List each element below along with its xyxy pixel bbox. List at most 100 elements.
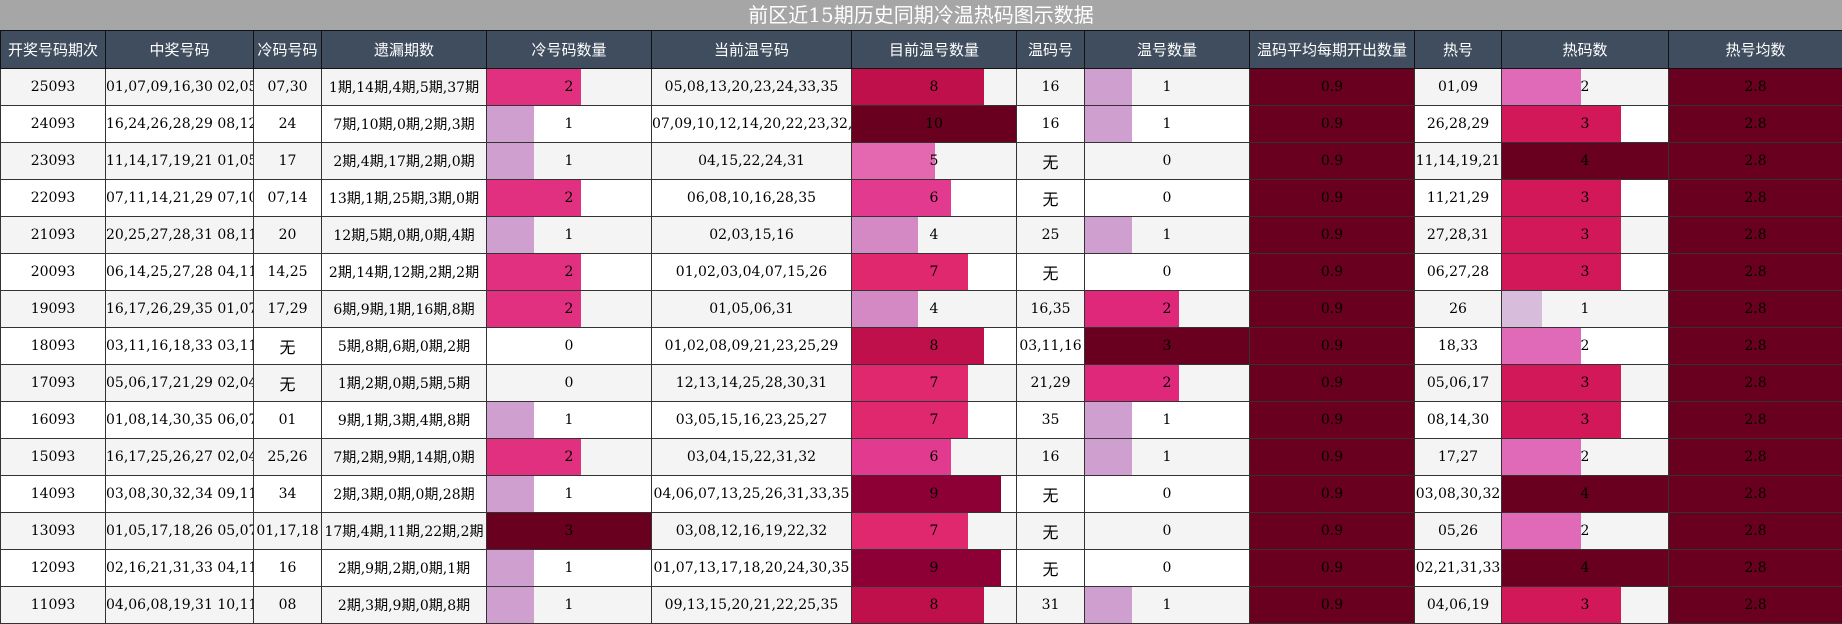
- cell-value: 10: [925, 116, 943, 132]
- cell-value: 2: [1163, 375, 1172, 391]
- cell-period: 13093: [1, 513, 106, 550]
- cell-warm-avg: 0.9: [1250, 328, 1415, 365]
- cell-value: 21,29: [1030, 375, 1070, 391]
- cell-hot-avg: 2.8: [1669, 402, 1842, 439]
- cell-value: 07,14: [267, 190, 307, 206]
- cell-warm-codes: 31: [1017, 587, 1085, 624]
- cell-hot-numbers: 26: [1415, 291, 1502, 328]
- cell-winning-numbers: 16,17,26,29,35 01,07: [106, 291, 254, 328]
- value-bar: [1085, 402, 1132, 438]
- cell-value: 11,14,19,21: [1416, 153, 1501, 169]
- cell-value: 4: [930, 227, 939, 243]
- cell-hot-avg: 2.8: [1669, 550, 1842, 587]
- cell-value: 1: [565, 560, 574, 576]
- cell-period: 12093: [1, 550, 106, 587]
- cell-value: 16: [1042, 116, 1060, 132]
- cell-value: 12期,5期,0期,0期,4期: [333, 228, 474, 244]
- cell-value: 2.8: [1744, 449, 1766, 465]
- cell-value: 4: [1581, 486, 1590, 502]
- cell-hot-count: 4: [1502, 143, 1669, 180]
- cell-period: 21093: [1, 217, 106, 254]
- cell-value: 1期,2期,0期,5期,5期: [338, 376, 470, 392]
- cell-value: 05,26: [1438, 523, 1478, 539]
- cell-cold-numbers: 07,14: [254, 180, 322, 217]
- cell-warm-now-count: 8: [852, 328, 1017, 365]
- cell-value: 无: [1042, 264, 1058, 283]
- cell-value: 8: [930, 597, 939, 613]
- cell-hot-avg: 2.8: [1669, 365, 1842, 402]
- value-bar: [1085, 217, 1132, 253]
- cell-miss-periods: 7期,2期,9期,14期,0期: [322, 439, 487, 476]
- cell-miss-periods: 17期,4期,11期,22期,2期: [322, 513, 487, 550]
- cell-value: 0.9: [1321, 597, 1343, 613]
- cell-value: 02,03,15,16: [709, 227, 794, 243]
- cell-value: 11,14,17,19,21 01,05: [106, 153, 254, 169]
- cell-value: 09,13,15,20,21,22,25,35: [665, 597, 839, 613]
- cell-warm-count: 1: [1085, 217, 1250, 254]
- cell-warm-count: 1: [1085, 402, 1250, 439]
- cell-current-warm: 12,13,14,25,28,30,31: [652, 365, 852, 402]
- cell-value: 7期,2期,9期,14期,0期: [333, 450, 474, 466]
- cell-warm-avg: 0.9: [1250, 106, 1415, 143]
- cell-warm-codes: 03,11,16: [1017, 328, 1085, 365]
- cell-value: 11093: [31, 597, 76, 613]
- cell-value: 7: [930, 412, 939, 428]
- cell-value: 2: [565, 79, 574, 95]
- cell-value: 0.9: [1321, 412, 1343, 428]
- cell-hot-count: 3: [1502, 587, 1669, 624]
- cell-winning-numbers: 02,16,21,31,33 04,11: [106, 550, 254, 587]
- cell-warm-count: 0: [1085, 513, 1250, 550]
- cell-value: 17,29: [267, 301, 307, 317]
- cell-cold-numbers: 01,17,18: [254, 513, 322, 550]
- cell-value: 2.8: [1744, 301, 1766, 317]
- cell-hot-count: 2: [1502, 439, 1669, 476]
- cell-value: 16093: [31, 412, 76, 428]
- cell-hot-numbers: 05,26: [1415, 513, 1502, 550]
- cell-value: 16,17,26,29,35 01,07: [106, 301, 254, 317]
- cell-warm-now-count: 9: [852, 550, 1017, 587]
- cell-value: 03,11,16: [1019, 338, 1081, 354]
- cell-warm-codes: 无: [1017, 254, 1085, 291]
- value-bar: [852, 69, 984, 105]
- cell-value: 07,30: [267, 79, 307, 95]
- cell-cold-count: 1: [487, 476, 652, 513]
- cell-warm-codes: 16,35: [1017, 291, 1085, 328]
- cell-warm-codes: 无: [1017, 513, 1085, 550]
- cell-value: 21093: [31, 227, 76, 243]
- cell-value: 17,27: [1438, 449, 1478, 465]
- cell-miss-periods: 6期,9期,1期,16期,8期: [322, 291, 487, 328]
- cell-winning-numbers: 16,17,25,26,27 02,04: [106, 439, 254, 476]
- cell-hot-avg: 2.8: [1669, 143, 1842, 180]
- cell-hot-avg: 2.8: [1669, 254, 1842, 291]
- value-bar: [1502, 513, 1581, 549]
- cell-cold-numbers: 08: [254, 587, 322, 624]
- cell-value: 7: [930, 375, 939, 391]
- cell-cold-count: 2: [487, 69, 652, 106]
- cell-hot-count: 3: [1502, 217, 1669, 254]
- cell-value: 2.8: [1744, 486, 1766, 502]
- cell-value: 2.8: [1744, 116, 1766, 132]
- cell-cold-numbers: 14,25: [254, 254, 322, 291]
- header-cold-numbers: 冷码号码: [254, 31, 322, 69]
- value-bar: [852, 365, 968, 401]
- cell-cold-count: 0: [487, 328, 652, 365]
- value-bar: [852, 587, 984, 623]
- cell-value: 17: [279, 153, 297, 169]
- value-bar: [1085, 69, 1132, 105]
- cell-hot-count: 3: [1502, 180, 1669, 217]
- cell-value: 1: [565, 116, 574, 132]
- cell-miss-periods: 5期,8期,6期,0期,2期: [322, 328, 487, 365]
- cell-hot-count: 4: [1502, 476, 1669, 513]
- cell-value: 2.8: [1744, 153, 1766, 169]
- cell-value: 3: [1581, 190, 1590, 206]
- cell-period: 14093: [1, 476, 106, 513]
- cell-value: 0.9: [1321, 301, 1343, 317]
- cell-winning-numbers: 01,07,09,16,30 02,05: [106, 69, 254, 106]
- cell-value: 1: [1163, 116, 1172, 132]
- cell-warm-avg: 0.9: [1250, 550, 1415, 587]
- cell-value: 1: [565, 227, 574, 243]
- cell-warm-now-count: 6: [852, 439, 1017, 476]
